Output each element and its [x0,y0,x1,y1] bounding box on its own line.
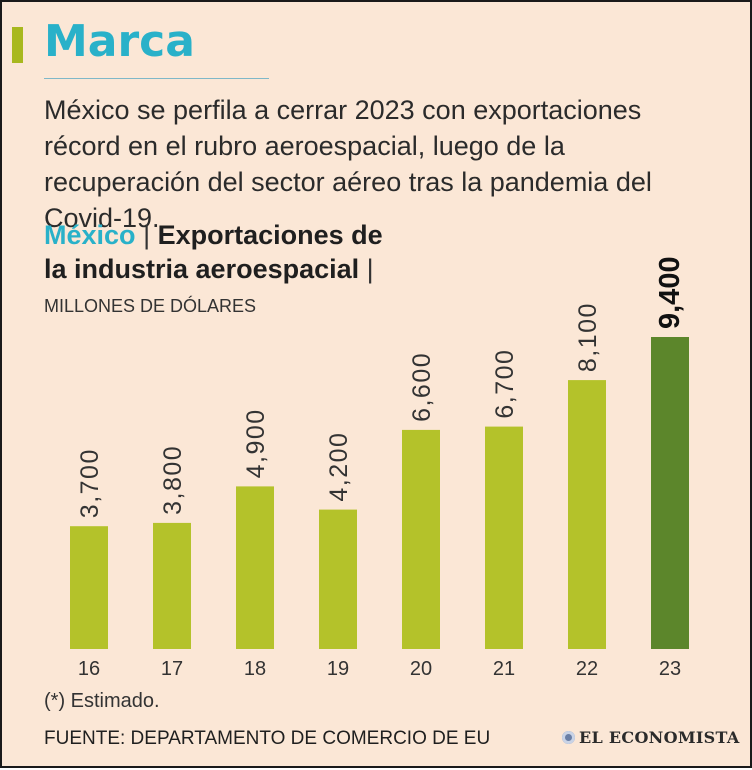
chart-heading-separator: | [143,220,151,250]
x-tick-label-23: 23 [659,658,681,680]
bar-16 [70,526,108,649]
footnote: (*) Estimado. [44,690,160,712]
x-tick-label-20: 20 [410,658,432,680]
brand-title: Marca [44,16,195,67]
data-label-19: 4,200 [325,432,353,502]
accent-bar [12,27,23,63]
x-tick-label-17: 17 [161,658,183,680]
bar-17 [153,522,191,649]
chart-heading-trailing-separator: | [366,254,374,284]
data-label-22: 8,100 [574,302,602,372]
data-label-17: 3,800 [159,445,187,515]
bar-23 [651,337,689,649]
x-tick-label-19: 19 [327,658,349,680]
data-label-21: 6,700 [491,349,519,419]
data-label-23: 9,400 [654,256,686,329]
x-tick-label-18: 18 [244,658,266,680]
x-tick-label-16: 16 [78,658,100,680]
bar-21 [485,426,523,649]
chart-heading-line2: la industria aeroespacial [44,254,360,284]
subtitle: México se perfila a cerrar 2023 con expo… [44,95,652,233]
x-tick-label-21: 21 [493,658,515,680]
title-divider [44,78,269,79]
chart-units: MILLONES DE DÓLARES [44,296,257,316]
data-label-20: 6,600 [408,352,436,422]
x-tick-label-22: 22 [576,658,598,680]
publisher-name: EL ECONOMISTA [579,728,740,747]
data-label-18: 4,900 [242,408,270,478]
chart-heading-line1: Exportaciones de [157,220,383,250]
bar-22 [568,380,606,649]
globe-icon [562,731,575,744]
source-credit: FUENTE: DEPARTAMENTO DE COMERCIO DE EU [44,728,491,749]
bar-19 [319,509,357,649]
bar-20 [402,429,440,649]
chart-heading: México | Exportaciones de la industria a… [44,218,464,286]
bar-18 [236,486,274,649]
chart-heading-country: México [44,220,136,250]
publisher-logo: EL ECONOMISTA [562,728,740,747]
data-label-16: 3,700 [76,448,104,518]
